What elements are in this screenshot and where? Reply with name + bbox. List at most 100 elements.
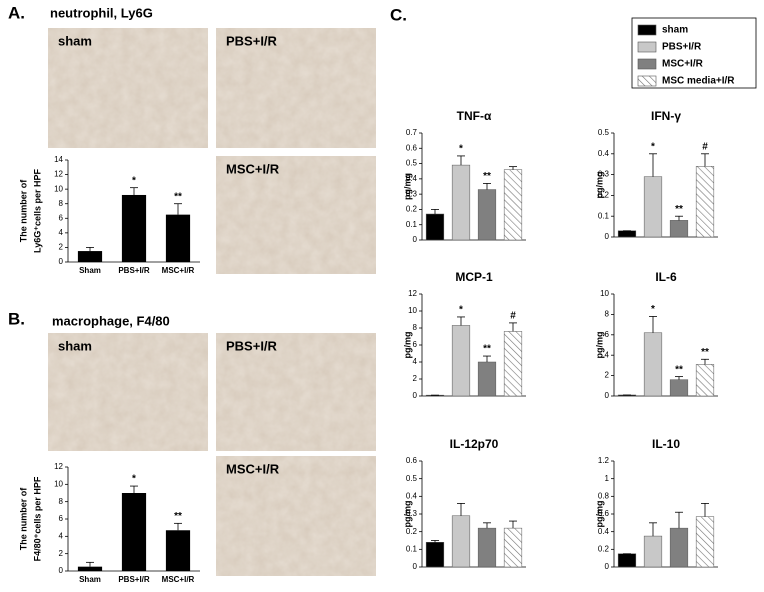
y-tick-label: 4	[59, 531, 64, 540]
bar	[617, 553, 637, 568]
y-tick-label: 12	[408, 289, 417, 298]
y-tick-label: 0.5	[598, 128, 610, 137]
bar	[425, 213, 445, 241]
y-axis-label: F4/80⁺cells per HPF	[32, 476, 42, 561]
y-tick-label: 2	[59, 243, 64, 252]
y-tick-label: 8	[413, 323, 418, 332]
annotation: #	[702, 141, 708, 152]
y-tick-label: 0.4	[406, 491, 418, 500]
y-tick-label: 0.4	[598, 149, 610, 158]
y-tick-label: 0	[59, 566, 64, 575]
image-label: sham	[58, 33, 92, 48]
y-tick-label: 12	[54, 462, 63, 471]
bar	[643, 332, 663, 397]
annotation: **	[174, 511, 182, 522]
bar	[77, 566, 103, 571]
y-tick-label: 4	[413, 357, 418, 366]
annotation: *	[132, 474, 136, 485]
y-tick-label: 2	[59, 549, 64, 558]
y-tick-label: 0.7	[406, 128, 418, 137]
bar	[165, 530, 191, 571]
y-tick-label: 10	[408, 306, 417, 315]
y-tick-label: 4	[59, 228, 64, 237]
panel-label: B.	[8, 309, 25, 328]
y-axis-label: pg/mg	[594, 501, 604, 528]
bar	[695, 516, 715, 568]
bar	[503, 331, 523, 397]
annotation: *	[459, 305, 463, 316]
bar	[121, 493, 147, 571]
bar	[121, 194, 147, 262]
y-tick-label: 14	[54, 155, 63, 164]
x-tick-label: Sham	[79, 575, 101, 584]
legend-label: sham	[662, 25, 688, 36]
bar	[643, 176, 663, 238]
legend-label: PBS+I/R	[662, 42, 702, 53]
x-tick-label: PBS+I/R	[118, 575, 150, 584]
annotation: **	[483, 344, 491, 355]
bar	[695, 166, 715, 238]
y-tick-label: 0	[413, 562, 418, 571]
y-tick-label: 1	[605, 474, 610, 483]
y-tick-label: 2	[605, 371, 610, 380]
annotation: *	[459, 144, 463, 155]
annotation: **	[174, 191, 182, 202]
bar	[165, 214, 191, 262]
y-axis-label: pg/mg	[402, 173, 412, 200]
y-tick-label: 0.6	[406, 456, 418, 465]
y-tick-label: 0	[605, 232, 610, 241]
bar	[503, 527, 523, 568]
legend-swatch	[637, 58, 657, 70]
y-tick-label: 8	[59, 199, 64, 208]
panel-label: C.	[390, 5, 407, 24]
y-tick-label: 12	[54, 170, 63, 179]
chart-title: MCP-1	[455, 270, 493, 284]
y-tick-label: 8	[59, 497, 64, 506]
micrograph-texture	[216, 456, 376, 576]
panel-title: macrophage, F4/80	[52, 313, 170, 328]
bar	[669, 379, 689, 397]
y-axis-label: pg/mg	[594, 332, 604, 359]
image-label: MSC+I/R	[226, 461, 280, 476]
y-tick-label: 6	[59, 213, 64, 222]
y-tick-label: 10	[54, 184, 63, 193]
annotation: #	[510, 311, 516, 322]
bar	[503, 169, 523, 241]
y-tick-label: 0.5	[406, 474, 418, 483]
y-tick-label: 0.5	[406, 159, 418, 168]
bar	[695, 364, 715, 397]
chart-title: IFN-γ	[651, 109, 681, 123]
x-tick-label: MSC+I/R	[162, 575, 195, 584]
y-axis-label: pg/mg	[402, 501, 412, 528]
y-tick-label: 0.2	[406, 527, 418, 536]
y-tick-label: 0	[605, 562, 610, 571]
y-tick-label: 0.4	[406, 174, 418, 183]
y-axis-label: pg/mg	[402, 332, 412, 359]
y-tick-label: 0.8	[598, 491, 610, 500]
bar	[77, 251, 103, 262]
micrograph-texture	[48, 28, 208, 148]
micrograph-texture	[48, 333, 208, 451]
annotation: **	[701, 347, 709, 358]
annotation: *	[651, 304, 655, 315]
image-label: PBS+I/R	[226, 33, 278, 48]
bar	[477, 361, 497, 397]
y-tick-label: 0.1	[406, 544, 418, 553]
x-tick-label: PBS+I/R	[118, 266, 150, 275]
image-label: PBS+I/R	[226, 338, 278, 353]
y-tick-label: 0	[605, 391, 610, 400]
y-tick-label: 0.3	[406, 509, 418, 518]
y-tick-label: 0.3	[406, 189, 418, 198]
y-tick-label: 0.1	[406, 220, 418, 229]
y-axis-label: The number of	[18, 179, 28, 243]
annotation: **	[483, 171, 491, 182]
micrograph-texture	[216, 28, 376, 148]
bar	[669, 220, 689, 238]
y-tick-label: 10	[54, 479, 63, 488]
bar	[617, 230, 637, 238]
y-tick-label: 0.1	[598, 211, 610, 220]
y-tick-label: 0	[413, 391, 418, 400]
image-label: MSC+I/R	[226, 161, 280, 176]
bar	[477, 189, 497, 241]
